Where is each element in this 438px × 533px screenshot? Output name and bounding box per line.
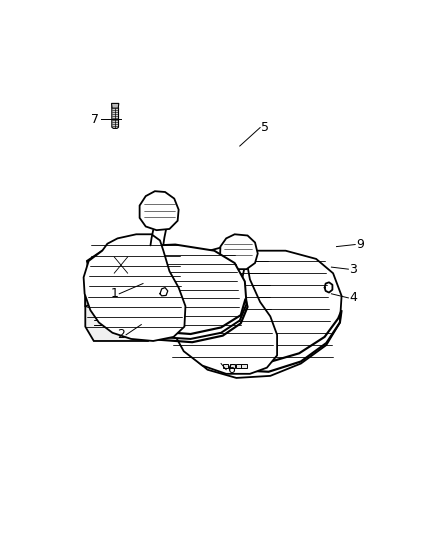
Polygon shape bbox=[241, 365, 247, 368]
Text: 1: 1 bbox=[110, 287, 118, 300]
Polygon shape bbox=[84, 235, 185, 341]
Polygon shape bbox=[223, 365, 228, 368]
Polygon shape bbox=[140, 191, 179, 230]
Text: 5: 5 bbox=[261, 121, 269, 134]
Polygon shape bbox=[112, 103, 119, 108]
Polygon shape bbox=[85, 288, 156, 341]
Text: 6: 6 bbox=[227, 363, 235, 376]
Text: 2: 2 bbox=[117, 328, 125, 341]
Text: 4: 4 bbox=[350, 292, 357, 304]
Polygon shape bbox=[85, 288, 156, 307]
Text: 7: 7 bbox=[92, 113, 99, 126]
Polygon shape bbox=[112, 104, 119, 128]
Polygon shape bbox=[237, 365, 242, 368]
Text: 9: 9 bbox=[357, 238, 364, 251]
Polygon shape bbox=[220, 235, 258, 269]
Polygon shape bbox=[87, 245, 247, 339]
Text: 3: 3 bbox=[350, 263, 357, 276]
Polygon shape bbox=[169, 247, 277, 374]
Polygon shape bbox=[175, 251, 342, 378]
Polygon shape bbox=[230, 365, 235, 368]
